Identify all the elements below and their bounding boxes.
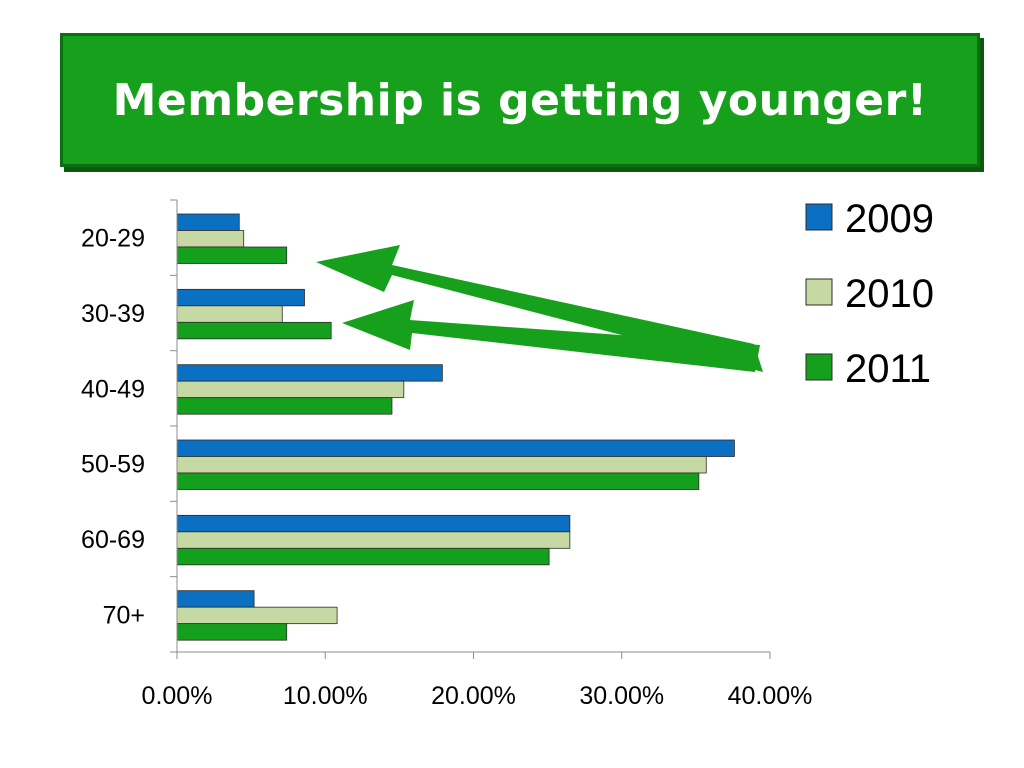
- bar-40-49-2009: [176, 364, 443, 382]
- annotation-arrow-30-39: [342, 300, 760, 372]
- bar-60-69-2011: [176, 547, 550, 566]
- bar-60-69-2009: [176, 514, 571, 533]
- legend-label-2010: 2010: [845, 272, 934, 316]
- bar-20-29-2010: [176, 230, 245, 248]
- category-label: 40-49: [81, 375, 145, 403]
- arrows-layer: [316, 245, 763, 372]
- bar-20-29-2011: [176, 246, 288, 264]
- x-tick-label: 0.00%: [142, 682, 213, 710]
- x-tick-label: 30.00%: [579, 682, 664, 710]
- legend-swatch-2009: [805, 203, 833, 231]
- legend-label-2009: 2009: [845, 197, 934, 241]
- category-label: 70+: [103, 601, 145, 629]
- legend-label-2011: 2011: [845, 347, 931, 391]
- category-label: 60-69: [81, 526, 145, 554]
- axes-layer: [170, 199, 771, 659]
- x-tick-label: 20.00%: [431, 682, 516, 710]
- labels-layer: 0.00% 10.00% 20.00% 30.00% 40.00% 20-29 30-39 4…: [81, 225, 812, 710]
- bar-20-29-2009: [176, 213, 240, 231]
- bar-50-59-2010: [176, 456, 707, 474]
- legend-swatch-2011: [805, 353, 833, 381]
- legend: 2009 2010 2011: [805, 197, 934, 391]
- page-title: Membership is getting younger!: [112, 74, 928, 126]
- legend-swatch-2010: [805, 278, 833, 306]
- bar-30-39-2011: [176, 321, 332, 340]
- category-label: 30-39: [81, 300, 145, 328]
- bars-layer: [176, 213, 735, 641]
- bar-30-39-2009: [176, 288, 305, 307]
- category-label: 50-59: [81, 451, 145, 479]
- x-tick-label: 40.00%: [728, 682, 813, 710]
- bar-50-59-2011: [176, 472, 700, 490]
- bar-40-49-2011: [176, 397, 393, 415]
- category-label: 20-29: [81, 225, 145, 253]
- bar-70+-2011: [176, 623, 288, 641]
- bar-60-69-2010: [176, 531, 571, 549]
- bar-50-59-2009: [176, 439, 735, 457]
- x-tick-label: 10.00%: [283, 682, 368, 710]
- bar-70+-2009: [176, 590, 255, 608]
- bar-70+-2010: [176, 606, 338, 625]
- bar-40-49-2010: [176, 380, 405, 399]
- title-banner: Membership is getting younger!: [60, 33, 980, 167]
- bar-30-39-2010: [176, 305, 283, 323]
